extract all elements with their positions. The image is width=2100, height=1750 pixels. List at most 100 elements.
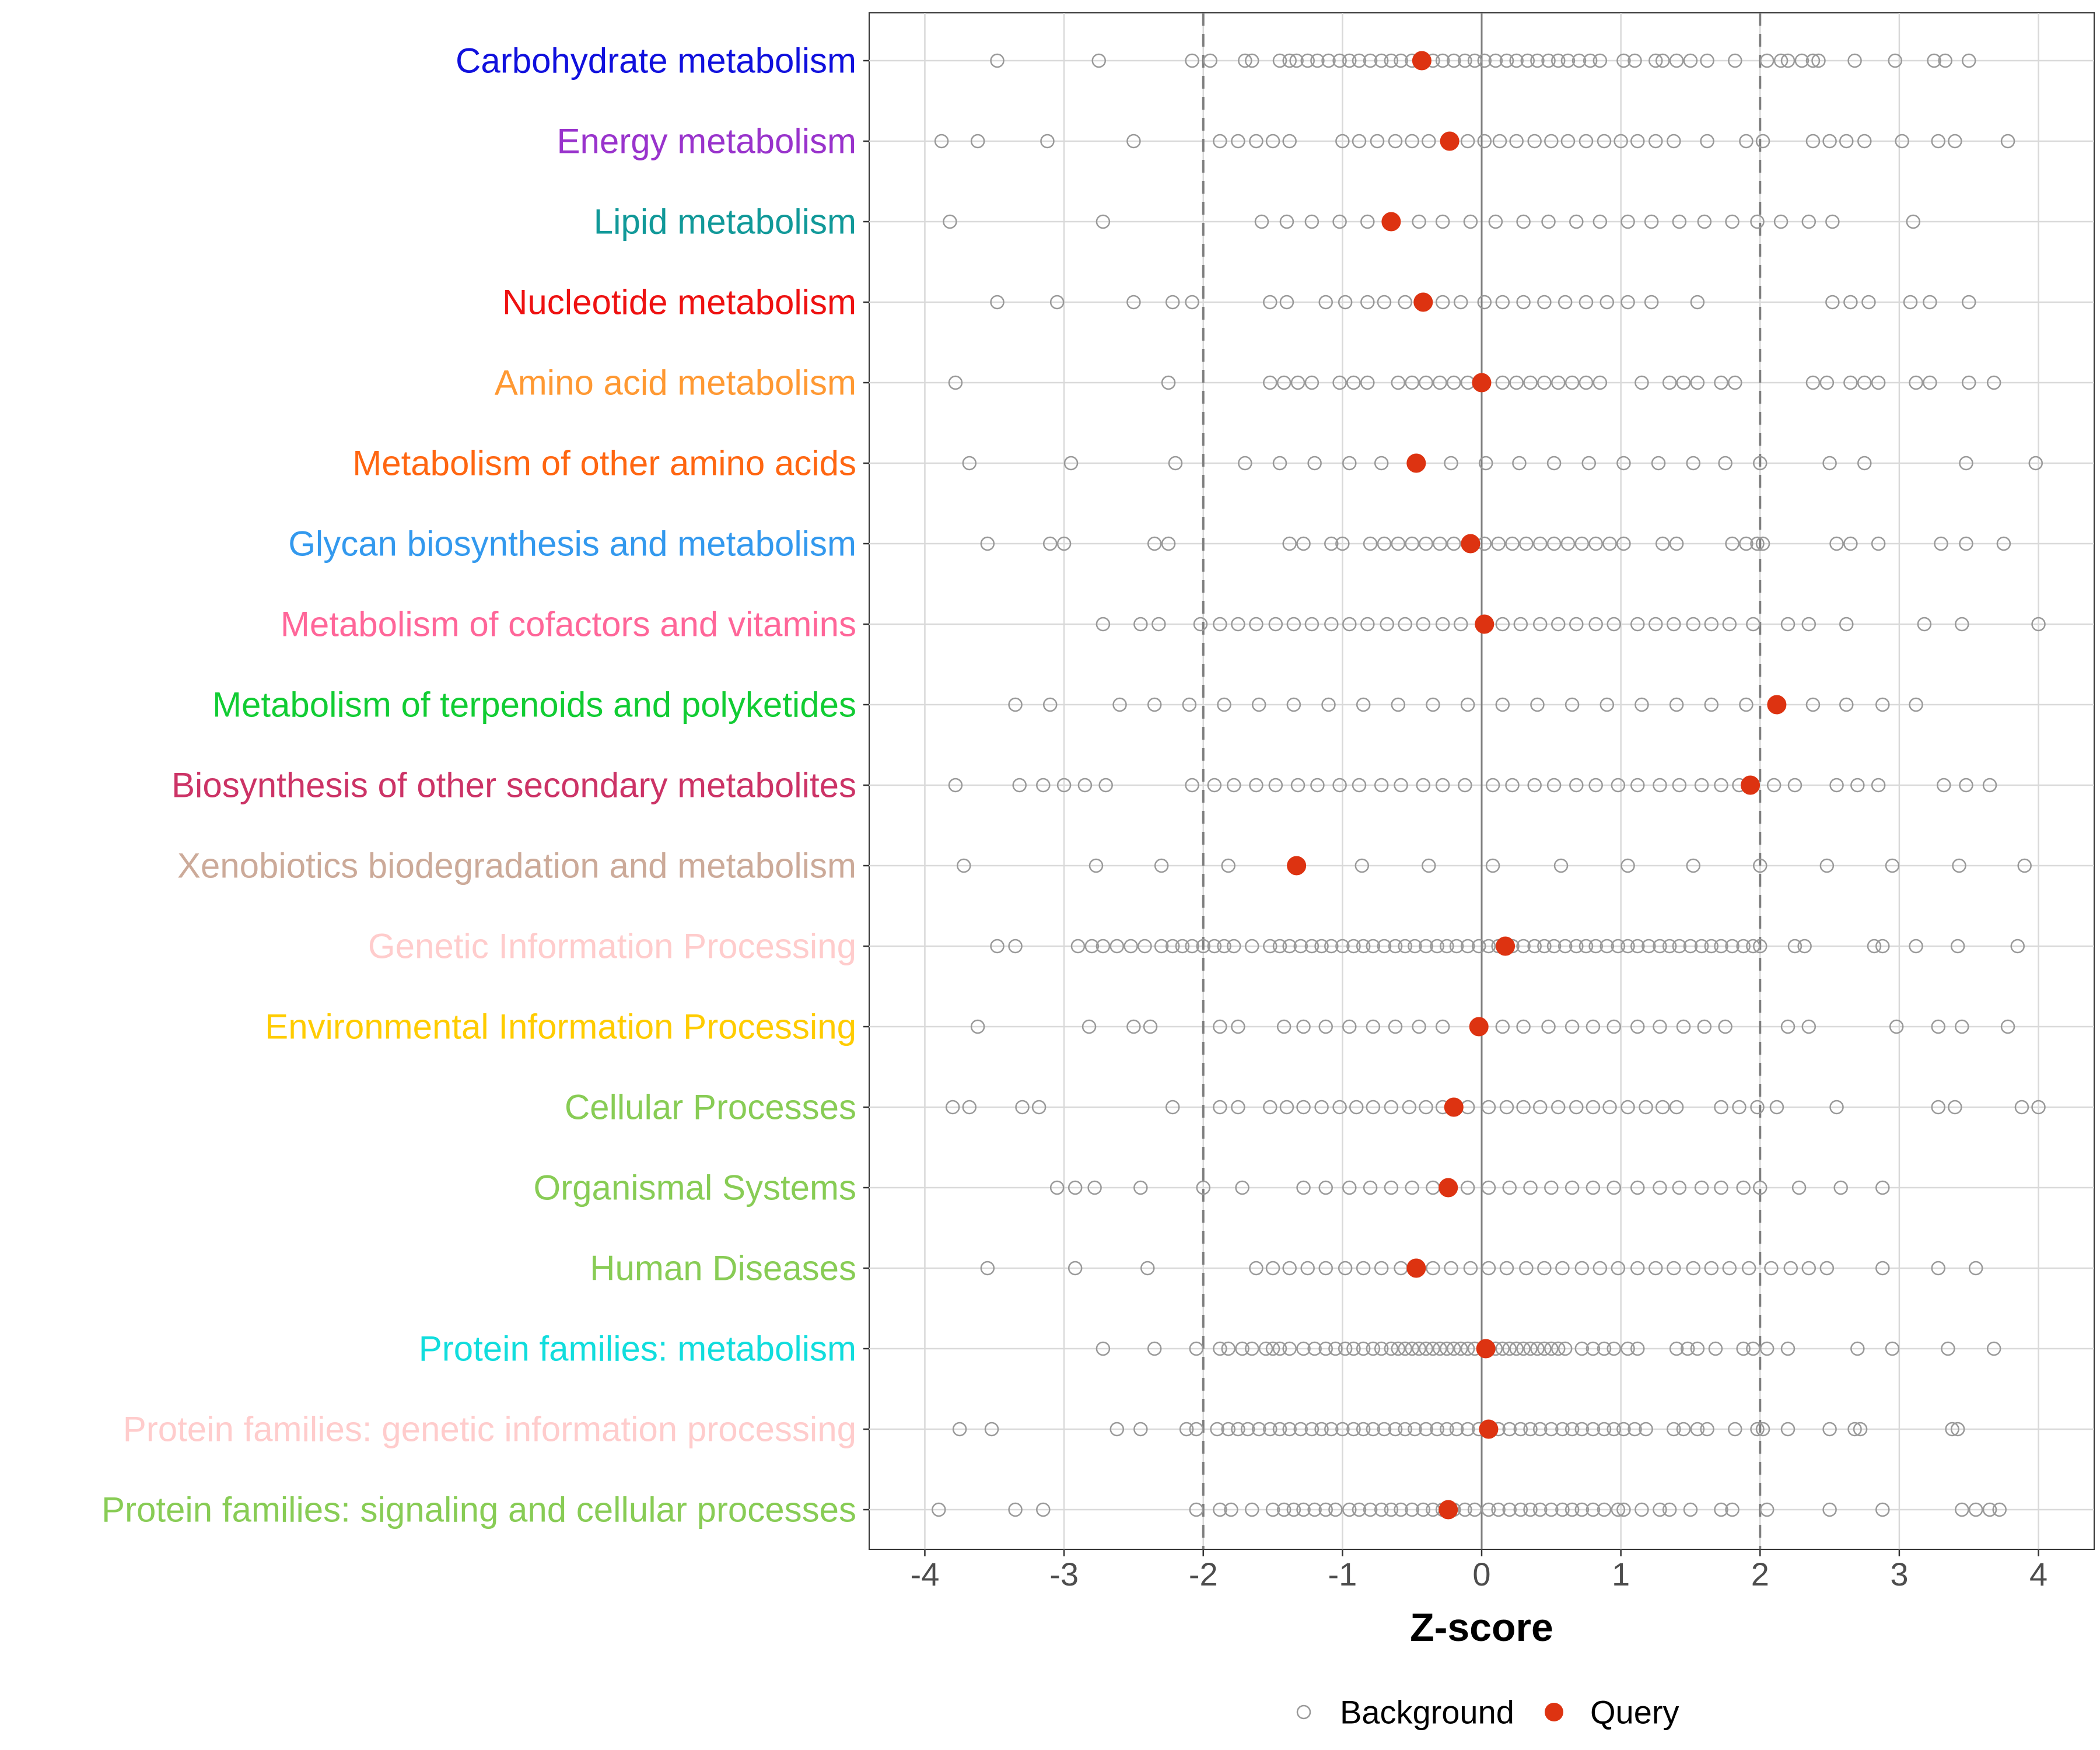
background-point	[1304, 214, 1320, 229]
background-point	[1318, 295, 1333, 310]
background-point	[1282, 53, 1297, 68]
background-point	[1544, 1422, 1559, 1437]
background-point	[1843, 295, 1858, 310]
background-point	[1346, 1341, 1361, 1356]
background-point	[1352, 778, 1367, 793]
background-point	[1564, 1502, 1580, 1517]
background-point	[1338, 1261, 1353, 1276]
background-point	[1755, 536, 1770, 551]
background-point	[2028, 456, 2043, 471]
background-point	[1189, 1341, 1204, 1356]
background-point	[1968, 1261, 1983, 1276]
query-point	[1475, 614, 1494, 634]
background-point	[1578, 375, 1594, 390]
background-point	[1578, 134, 1594, 149]
background-point	[1955, 617, 1969, 632]
background-point	[1819, 375, 1835, 390]
background-point	[1537, 1341, 1552, 1356]
background-point	[1630, 1180, 1645, 1195]
background-point	[1185, 53, 1199, 68]
background-point	[1366, 1422, 1381, 1437]
background-point	[1324, 617, 1339, 632]
background-point	[1667, 134, 1681, 149]
background-point	[1578, 939, 1594, 954]
background-point	[1982, 778, 1997, 793]
background-point	[1140, 1261, 1155, 1276]
background-point	[1871, 778, 1886, 793]
background-point	[1332, 1100, 1347, 1115]
background-point	[1961, 295, 1976, 310]
background-point	[1384, 1502, 1399, 1517]
background-point	[1686, 1261, 1700, 1276]
background-point	[1213, 617, 1227, 632]
category-label: Nucleotide metabolism	[502, 283, 856, 322]
query-point	[1381, 212, 1401, 232]
background-point	[970, 134, 985, 149]
background-point	[1419, 1422, 1433, 1437]
background-point	[1126, 134, 1141, 149]
background-point	[1955, 1502, 1969, 1517]
background-point	[1968, 1502, 1983, 1517]
background-point	[1240, 1422, 1255, 1437]
background-point	[1931, 1019, 1945, 1034]
background-point	[1728, 53, 1742, 68]
x-tick-label: -1	[1328, 1556, 1357, 1592]
background-point	[1574, 1422, 1590, 1437]
background-point	[1811, 53, 1826, 68]
background-point	[1945, 1422, 1959, 1437]
background-point	[1648, 617, 1663, 632]
background-point	[1653, 939, 1667, 954]
background-point	[1049, 295, 1065, 310]
background-point	[1718, 1019, 1732, 1034]
background-point	[1238, 456, 1252, 471]
background-point	[1520, 53, 1535, 68]
background-point	[1544, 1180, 1559, 1195]
background-point	[1296, 1100, 1311, 1115]
background-point	[957, 858, 971, 873]
background-point	[1352, 53, 1367, 68]
background-point	[1532, 617, 1548, 632]
background-point	[1300, 53, 1315, 68]
background-point	[1272, 939, 1287, 954]
background-point	[1502, 1502, 1517, 1517]
background-point	[1662, 939, 1677, 954]
background-point	[1825, 295, 1840, 310]
background-point	[1564, 1422, 1580, 1437]
background-point	[1917, 617, 1932, 632]
background-point	[1398, 939, 1412, 954]
background-point	[1574, 1341, 1590, 1356]
background-point	[1231, 617, 1245, 632]
background-point	[1700, 53, 1714, 68]
background-point	[1408, 1422, 1422, 1437]
background-point	[1226, 939, 1241, 954]
background-point	[1560, 536, 1576, 551]
background-point	[1110, 939, 1125, 954]
category-label: Environmental Information Processing	[265, 1007, 856, 1046]
background-point	[1546, 536, 1562, 551]
background-point	[1683, 939, 1698, 954]
background-point	[1560, 53, 1576, 68]
background-point	[1805, 697, 1821, 712]
background-point	[1185, 778, 1199, 793]
background-point	[1036, 778, 1051, 793]
legend: Background Query	[1296, 1694, 1679, 1731]
category-label: Metabolism of other amino acids	[352, 444, 856, 483]
background-point	[1546, 778, 1562, 793]
background-point	[1084, 939, 1100, 954]
background-point	[990, 53, 1005, 68]
background-point	[1040, 134, 1055, 149]
background-point	[1502, 1422, 1517, 1437]
background-point	[1843, 536, 1858, 551]
background-point	[1460, 939, 1475, 954]
background-point	[1286, 697, 1301, 712]
background-point	[1179, 1422, 1194, 1437]
background-point	[1704, 1261, 1718, 1276]
background-point	[1569, 939, 1584, 954]
background-point	[1458, 1502, 1472, 1517]
background-point	[1822, 1502, 1837, 1517]
background-point	[1676, 1019, 1691, 1034]
background-point	[1249, 1261, 1264, 1276]
background-point	[1460, 697, 1475, 712]
background-point	[1126, 1019, 1141, 1034]
background-point	[1377, 295, 1392, 310]
